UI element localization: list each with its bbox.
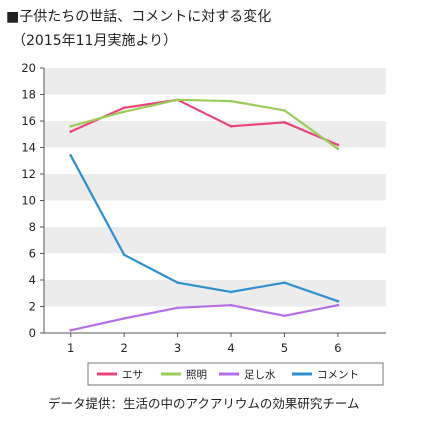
- legend-label: 足し水: [244, 369, 276, 381]
- y-tick-label: 12: [21, 167, 36, 181]
- data-point: [176, 98, 179, 102]
- series-2: [69, 98, 340, 151]
- legend-label: コメント: [317, 369, 359, 381]
- grid-band: [44, 280, 386, 307]
- data-point: [336, 303, 340, 307]
- x-tick-label: 2: [120, 341, 127, 355]
- y-tick-label: 20: [21, 61, 36, 75]
- data-point: [69, 125, 73, 128]
- data-source-note: データ提供：生活の中のアクアリウムの効果研究チーム: [48, 396, 360, 411]
- grid-band: [44, 227, 386, 254]
- y-tick-label: 8: [29, 220, 36, 234]
- data-point: [229, 99, 233, 103]
- x-tick-label: 4: [227, 341, 234, 355]
- data-point: [69, 130, 73, 133]
- series-4: [69, 154, 340, 303]
- grid-band: [44, 68, 386, 95]
- data-point: [69, 154, 73, 157]
- y-tick-label: 0: [29, 326, 36, 340]
- grid-band: [44, 174, 386, 201]
- legend-label: エサ: [122, 369, 143, 381]
- y-tick-label: 6: [29, 247, 36, 261]
- data-point: [176, 281, 179, 284]
- data-point: [229, 125, 233, 128]
- series-line: [69, 154, 340, 303]
- x-tick-label: 5: [281, 341, 288, 355]
- data-point: [176, 306, 179, 310]
- data-point: [122, 106, 126, 110]
- x-tick-label: 6: [334, 341, 341, 355]
- y-tick-label: 2: [29, 300, 36, 314]
- data-point: [122, 317, 126, 320]
- series-line: [69, 98, 340, 150]
- series-3: [69, 303, 340, 332]
- data-point: [336, 143, 340, 147]
- data-point: [283, 121, 286, 124]
- y-tick-label: 14: [21, 141, 36, 155]
- data-point: [336, 299, 340, 303]
- data-point: [122, 110, 126, 114]
- y-tick-label: 4: [29, 273, 36, 287]
- data-point: [283, 109, 286, 112]
- chart-subtitle: （2015年11月実施より）: [12, 33, 178, 49]
- x-tick-label: 3: [174, 341, 181, 355]
- y-tick-label: 16: [21, 114, 36, 128]
- legend-label: 照明: [186, 369, 207, 381]
- y-tick-label: 10: [21, 194, 36, 208]
- y-tick-label: 18: [21, 88, 36, 102]
- data-point: [229, 303, 233, 307]
- data-point: [69, 329, 73, 332]
- data-point: [229, 290, 233, 294]
- data-point: [336, 147, 340, 151]
- data-point: [122, 253, 126, 257]
- x-tick-label: 1: [67, 341, 74, 355]
- chart-title: ■子供たちの世話、コメントに対する変化: [6, 9, 272, 25]
- series-line: [69, 98, 340, 146]
- data-point: [283, 281, 286, 284]
- series-line: [69, 304, 340, 332]
- data-point: [283, 314, 286, 318]
